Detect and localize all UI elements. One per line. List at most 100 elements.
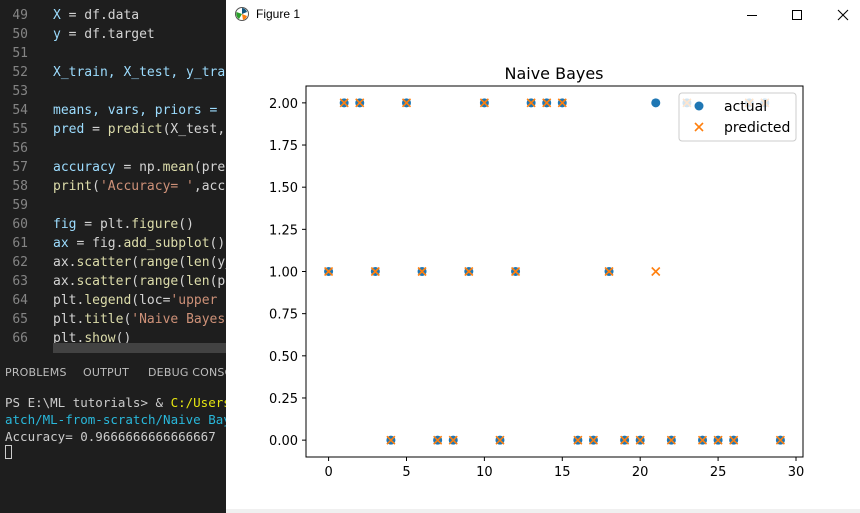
code-token: 'Accuracy= ': [99, 179, 194, 194]
code-line[interactable]: 59: [0, 196, 230, 215]
predicted-point: [635, 435, 645, 445]
code-token: (: [178, 274, 187, 289]
line-number: 59: [12, 198, 28, 213]
code-token: (X_test,: [162, 122, 226, 137]
code-token: = plt.: [76, 217, 132, 232]
legend-actual-marker: [694, 101, 704, 111]
code-token: ax.: [53, 255, 77, 270]
line-number: 65: [12, 312, 28, 327]
window-bottom-edge: [226, 509, 860, 513]
code-token: add_subplot: [123, 236, 210, 251]
code-token: ax.: [53, 274, 77, 289]
y-tick-label: 1.00: [269, 266, 298, 281]
code-line[interactable]: 60 fig = plt.figure(): [0, 215, 230, 234]
predicted-point: [729, 435, 739, 445]
tab-problems[interactable]: PROBLEMS: [5, 366, 67, 379]
line-number: 51: [12, 46, 28, 61]
line-number: 64: [12, 293, 28, 308]
legend-predicted-marker: [694, 122, 704, 132]
x-axis: 0 5 10 15 20 25 30: [324, 457, 804, 480]
predicted-point: [510, 266, 521, 277]
code-line[interactable]: 53: [0, 82, 230, 101]
code-line[interactable]: 52 X_train, X_test, y_trai: [0, 63, 230, 82]
x-tick-label: 20: [632, 465, 649, 480]
code-token: (: [92, 179, 100, 194]
line-number: 50: [12, 27, 28, 42]
legend: actual predicted: [678, 92, 797, 142]
y-tick-label: 1.25: [269, 223, 298, 238]
predicted-point: [526, 98, 536, 108]
editor-horizontal-scrollbar[interactable]: [53, 343, 230, 353]
code-line[interactable]: 58 print('Accuracy= ',accu: [0, 177, 230, 196]
code-text: X = df.data: [53, 6, 139, 25]
terminal-command: C:/Users/F: [170, 395, 230, 410]
code-text: print('Accuracy= ',accu: [53, 177, 230, 196]
code-line[interactable]: 57 accuracy = np.mean(pred: [0, 158, 230, 177]
code-line[interactable]: 56: [0, 139, 230, 158]
tab-output[interactable]: OUTPUT: [83, 366, 130, 379]
code-text: pred = predict(X_test,: [53, 120, 225, 139]
x-tick-label: 15: [554, 465, 571, 480]
code-token: means, vars, priors =: [53, 103, 218, 118]
figure-window[interactable]: Figure 1 Naive Bayes 0 5 10 15 20 25 30 0.00 0.…: [226, 0, 860, 513]
minimize-button[interactable]: [729, 0, 775, 30]
window-titlebar[interactable]: Figure 1: [226, 0, 860, 30]
line-number: 57: [12, 160, 28, 175]
code-line[interactable]: 61 ax = fig.add_subplot(): [0, 234, 230, 253]
x-tick-label: 10: [476, 465, 493, 480]
code-token: (): [209, 236, 226, 251]
code-token: len: [186, 255, 210, 270]
predicted-point: [697, 435, 708, 445]
terminal-cursor: [5, 445, 12, 459]
code-line[interactable]: 49 X = df.data: [0, 6, 230, 25]
code-token: len: [186, 274, 210, 289]
code-token: range: [139, 274, 179, 289]
code-token: = np.: [115, 160, 163, 175]
line-number: 52: [12, 65, 28, 80]
code-token: plt.: [53, 293, 85, 308]
predicted-point: [479, 98, 489, 108]
code-line[interactable]: 65 plt.title('Naive Bayes: [0, 310, 230, 329]
terminal-panel[interactable]: PROBLEMS OUTPUT DEBUG CONSOL PS E:\ML tu…: [0, 355, 230, 513]
code-line[interactable]: 55 pred = predict(X_test,: [0, 120, 230, 139]
code-token: X: [53, 8, 61, 23]
predicted-point: [464, 266, 474, 277]
code-token: title: [84, 312, 124, 327]
code-token: scatter: [76, 274, 132, 289]
code-editor[interactable]: 49 X = df.data 50 y = df.target 51 52 X_train,…: [0, 0, 230, 355]
predicted-point: [713, 435, 723, 445]
code-line[interactable]: 50 y = df.target: [0, 25, 230, 44]
y-tick-label: 0.25: [269, 392, 298, 407]
predicted-point: [495, 435, 505, 445]
code-token: figure: [131, 217, 179, 232]
code-token: mean: [162, 160, 194, 175]
close-icon: [837, 9, 849, 21]
code-line[interactable]: 66 plt.show(): [0, 329, 230, 348]
maximize-button[interactable]: [774, 0, 820, 30]
code-token: y: [53, 27, 61, 42]
code-line[interactable]: 54 means, vars, priors =: [0, 101, 230, 120]
code-token: accuracy: [53, 160, 116, 175]
x-tick-label: 5: [402, 465, 410, 480]
code-token: (: [123, 312, 132, 327]
terminal-path-line: atch/ML-from-scratch/Naive Bayes: [5, 412, 230, 427]
line-number: 54: [12, 103, 28, 118]
tab-debug-console[interactable]: DEBUG CONSOL: [148, 366, 230, 379]
matplotlib-icon: [235, 7, 249, 21]
code-token: = df.data: [60, 8, 140, 23]
code-text: plt.title('Naive Bayes: [53, 310, 225, 329]
y-tick-label: 1.75: [269, 139, 298, 154]
code-token: = df.target: [60, 27, 155, 42]
x-tick-label: 0: [324, 465, 332, 480]
code-text: plt.legend(loc='upper r: [53, 291, 230, 310]
terminal-output: Accuracy= 0.9666666666666667: [5, 429, 216, 444]
code-line[interactable]: 64 plt.legend(loc='upper r: [0, 291, 230, 310]
close-button[interactable]: [820, 0, 860, 30]
predicted-point: [324, 266, 334, 277]
predicted-point: [775, 435, 785, 445]
predicted-point: [370, 266, 380, 277]
code-line[interactable]: 51: [0, 44, 230, 63]
predicted-point: [573, 435, 583, 445]
